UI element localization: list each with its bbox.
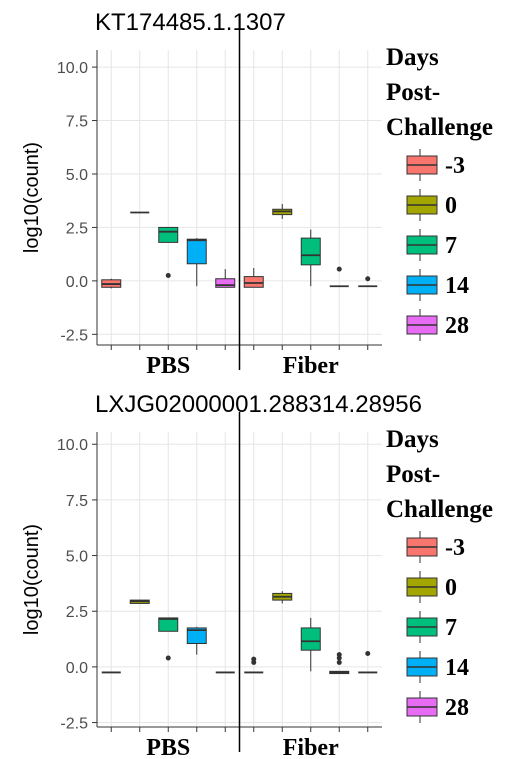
box: [158, 617, 179, 632]
box: [300, 237, 321, 266]
legend-label: 7: [445, 233, 457, 259]
legend-title: Days Post-Challenge: [386, 426, 493, 523]
box: [186, 238, 207, 265]
legend-label: -3: [445, 153, 465, 179]
y-tick-label: 5.0: [66, 549, 88, 566]
legend-label: 7: [445, 615, 457, 641]
outlier: [365, 276, 371, 282]
y-tick-label: 7.5: [66, 114, 88, 131]
y-tick-label: 10.0: [57, 60, 88, 77]
y-tick-label: -2.5: [60, 327, 88, 344]
chart-title: KT174485.1.1307: [95, 9, 286, 36]
outlier: [365, 651, 371, 657]
y-tick-label: 10.0: [57, 437, 88, 454]
y-tick-label: -2.5: [60, 716, 88, 733]
legend-label: -3: [445, 535, 465, 561]
legend-label: 0: [445, 193, 457, 219]
y-tick-label: 0.0: [66, 274, 88, 291]
legend-label: 28: [445, 313, 469, 339]
facet-label: Fiber: [283, 735, 339, 759]
outlier: [336, 266, 342, 272]
box: [300, 627, 321, 651]
outlier: [336, 652, 342, 658]
outlier: [165, 655, 171, 661]
y-tick-label: 0.0: [66, 660, 88, 677]
outlier: [251, 656, 257, 662]
facet-label: PBS: [146, 353, 190, 379]
y-tick-label: 7.5: [66, 493, 88, 510]
box: [186, 627, 207, 645]
facet-label: Fiber: [283, 353, 339, 379]
legend-label: 0: [445, 575, 457, 601]
box: [215, 278, 236, 288]
legend-label: 14: [445, 273, 469, 299]
outlier: [165, 273, 171, 279]
y-tick-label: 2.5: [66, 220, 88, 237]
box: [158, 226, 179, 243]
outlier: [336, 659, 342, 665]
y-tick-label: 5.0: [66, 167, 88, 184]
legend-title: Days Post-Challenge: [386, 44, 493, 141]
legend-label: 28: [445, 695, 469, 721]
chart-title: LXJG02000001.288314.28956: [95, 391, 422, 418]
legend-label: 14: [445, 655, 469, 681]
facet-label: PBS: [146, 735, 190, 759]
box: [243, 276, 264, 288]
y-axis-label: log10(count): [21, 524, 43, 635]
y-tick-label: 2.5: [66, 604, 88, 621]
y-axis-label: log10(count): [21, 142, 43, 253]
